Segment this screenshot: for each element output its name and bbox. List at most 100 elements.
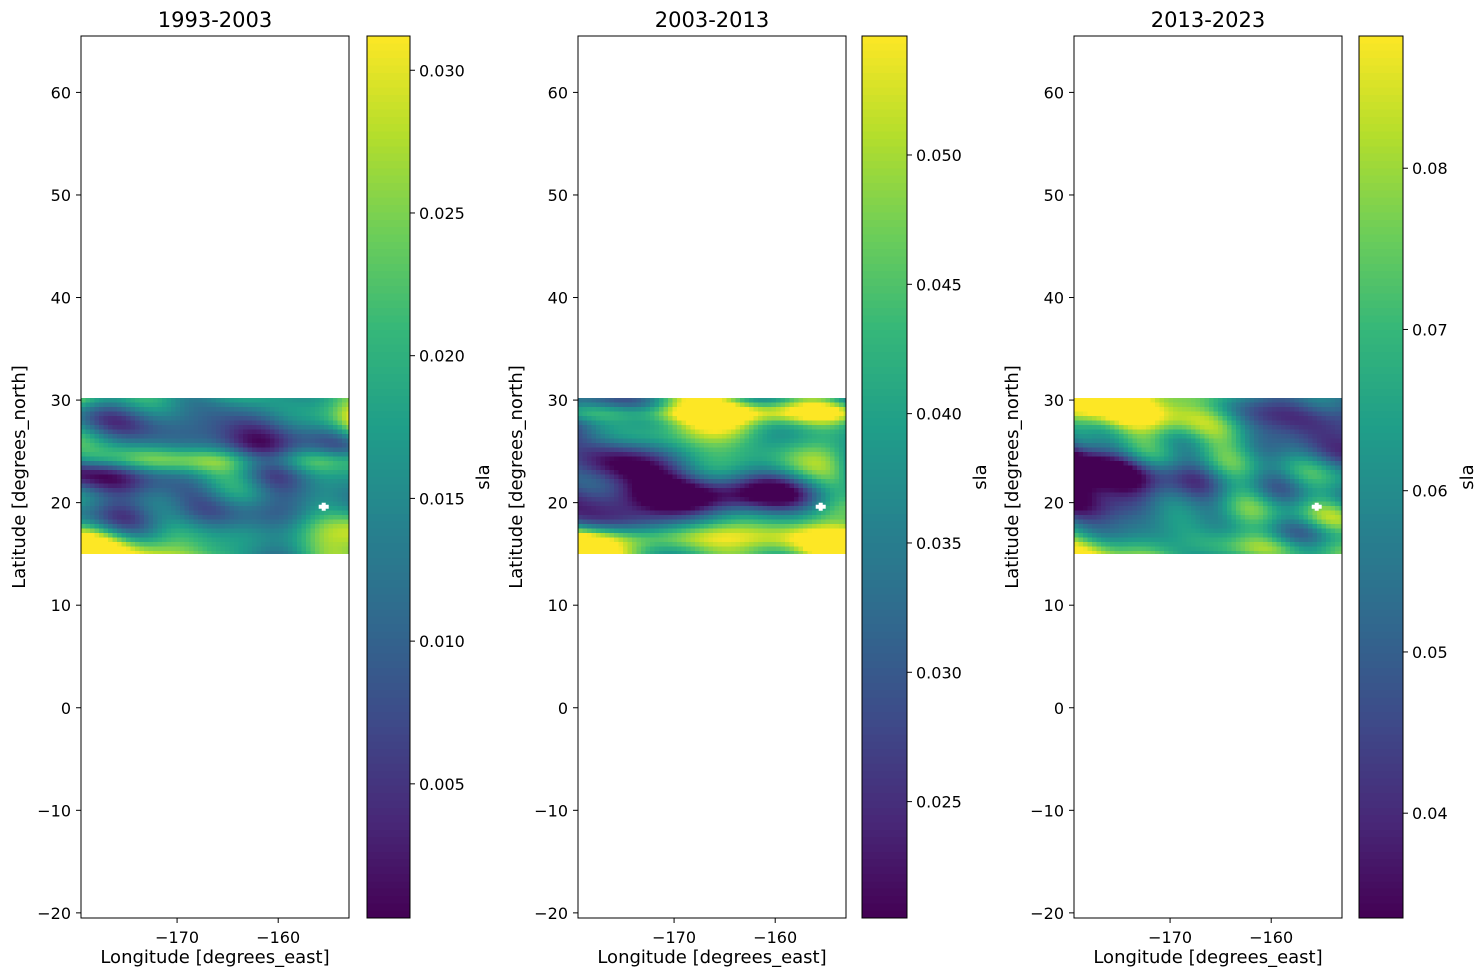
heatmap-cell	[148, 411, 154, 417]
heatmap-cell	[627, 479, 633, 485]
heatmap-cell	[319, 434, 325, 440]
colorbar-segment	[367, 50, 410, 59]
heatmap-cell	[283, 407, 289, 413]
heatmap-cell	[762, 474, 768, 480]
heatmap-cell	[94, 416, 100, 422]
heatmap-cell	[288, 470, 294, 476]
heatmap-cell	[261, 407, 267, 413]
heatmap-cell	[695, 524, 701, 530]
heatmap-cell	[193, 443, 199, 449]
heatmap-cell	[834, 492, 840, 498]
heatmap-cell	[261, 447, 267, 453]
heatmap-cell	[1191, 425, 1197, 431]
heatmap-cell	[229, 519, 235, 525]
heatmap-cell	[686, 456, 692, 462]
heatmap-cell	[699, 479, 705, 485]
heatmap-cell	[252, 456, 258, 462]
heatmap-cell	[288, 510, 294, 516]
heatmap-cell	[812, 533, 818, 539]
heatmap-cell	[686, 546, 692, 552]
heatmap-cell	[180, 551, 186, 554]
heatmap-cell	[1141, 429, 1147, 435]
heatmap-cell	[85, 479, 91, 485]
colorbar-segment	[367, 58, 410, 66]
heatmap-cell	[717, 407, 723, 413]
heatmap-cell	[776, 483, 782, 489]
heatmap-cell	[324, 461, 330, 467]
heatmap-cell	[270, 528, 276, 534]
heatmap-cell	[220, 519, 226, 525]
heatmap-cell	[605, 501, 611, 507]
heatmap-cell	[234, 488, 240, 494]
heatmap-cell	[108, 510, 114, 516]
heatmap-cell	[704, 420, 710, 426]
heatmap-cell	[157, 411, 163, 417]
heatmap-cell	[1083, 402, 1089, 408]
heatmap-cell	[843, 506, 846, 512]
heatmap-cell	[117, 438, 123, 444]
heatmap-cell	[346, 434, 349, 440]
heatmap-cell	[81, 474, 87, 480]
heatmap-cell	[342, 411, 348, 417]
heatmap-cell	[1335, 425, 1341, 431]
heatmap-cell	[582, 506, 588, 512]
heatmap-cell	[130, 402, 136, 408]
heatmap-cell	[108, 479, 114, 485]
colorbar-segment	[862, 579, 907, 588]
heatmap-cell	[843, 434, 846, 440]
heatmap-cell	[1150, 429, 1156, 435]
heatmap-cell	[1213, 398, 1219, 404]
heatmap-cell	[153, 492, 159, 498]
heatmap-cell	[1245, 398, 1251, 404]
heatmap-cell	[582, 416, 588, 422]
heatmap-cell	[731, 434, 737, 440]
heatmap-cell	[776, 456, 782, 462]
heatmap-cell	[252, 506, 258, 512]
heatmap-cell	[735, 443, 741, 449]
heatmap-cell	[785, 411, 791, 417]
heatmap-cell	[112, 474, 118, 480]
heatmap-cell	[126, 533, 132, 539]
heatmap-cell	[1249, 402, 1255, 408]
heatmap-cell	[816, 443, 822, 449]
heatmap-cell	[184, 434, 190, 440]
heatmap-cell	[1330, 411, 1336, 417]
heatmap-cell	[821, 443, 827, 449]
heatmap-cell	[839, 402, 845, 408]
heatmap-cell	[740, 429, 746, 435]
heatmap-cell	[202, 398, 208, 404]
heatmap-cell	[229, 447, 235, 453]
heatmap-cell	[247, 479, 253, 485]
heatmap-cell	[112, 402, 118, 408]
heatmap-cell	[1204, 425, 1210, 431]
heatmap-cell	[346, 515, 349, 521]
heatmap-cell	[1119, 398, 1125, 404]
heatmap-cell	[677, 474, 683, 480]
heatmap-cell	[193, 465, 199, 471]
heatmap-cell	[283, 537, 289, 543]
heatmap-cell	[758, 425, 764, 431]
heatmap-cell	[229, 483, 235, 489]
heatmap-cell	[193, 398, 199, 404]
heatmap-cell	[1074, 429, 1080, 435]
heatmap-cell	[1294, 411, 1300, 417]
heatmap-cell	[238, 411, 244, 417]
heatmap-cell	[319, 407, 325, 413]
heatmap-cell	[731, 551, 737, 554]
heatmap-cell	[708, 402, 714, 408]
heatmap-cell	[1258, 411, 1264, 417]
heatmap-cell	[641, 551, 647, 554]
heatmap-cell	[1164, 402, 1170, 408]
heatmap-cell	[81, 452, 87, 458]
heatmap-cell	[292, 452, 298, 458]
heatmap-cell	[650, 533, 656, 539]
heatmap-cell	[843, 447, 846, 453]
heatmap-cell	[749, 479, 755, 485]
heatmap-cell	[198, 497, 204, 503]
heatmap-cell	[310, 551, 316, 554]
heatmap-cell	[663, 492, 669, 498]
heatmap-cell	[1326, 398, 1332, 404]
colorbar-segment	[862, 227, 907, 236]
heatmap-cell	[650, 492, 656, 498]
heatmap-cell	[587, 429, 593, 435]
